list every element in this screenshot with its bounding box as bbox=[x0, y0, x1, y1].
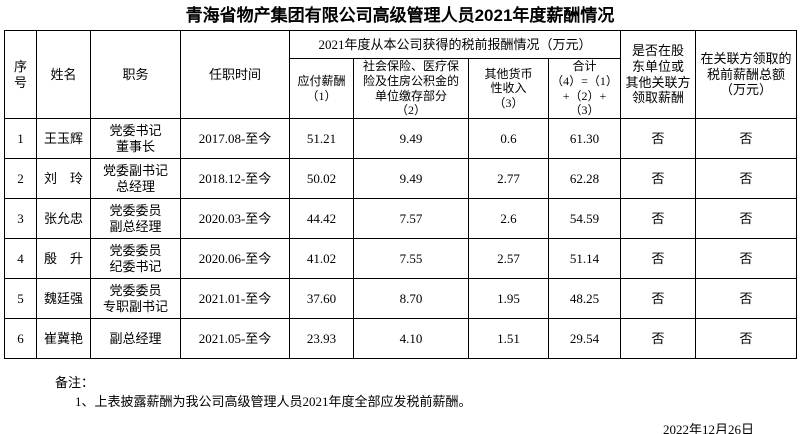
cell-name: 魏廷强 bbox=[36, 278, 91, 319]
cell-seq: 2 bbox=[4, 158, 37, 199]
cell-total: 62.28 bbox=[547, 158, 622, 199]
header-seq: 序 号 bbox=[4, 30, 37, 119]
cell-salary: 41.02 bbox=[289, 238, 354, 279]
cell-insurance: 9.49 bbox=[353, 118, 469, 159]
notes-section: 备注： 1、上表披露薪酬为我公司高级管理人员2021年度全部应发税前薪酬。 bbox=[55, 374, 800, 410]
cell-salary: 37.60 bbox=[289, 278, 354, 319]
cell-seq: 4 bbox=[4, 238, 37, 279]
cell-insurance: 7.57 bbox=[353, 198, 469, 239]
cell-related-flag: 否 bbox=[620, 238, 697, 279]
cell-seq: 3 bbox=[4, 198, 37, 239]
cell-total: 29.54 bbox=[547, 318, 622, 359]
cell-name: 殷 升 bbox=[36, 238, 91, 279]
cell-name: 王玉辉 bbox=[36, 118, 91, 159]
cell-related-flag: 否 bbox=[620, 158, 697, 199]
cell-related-amount: 否 bbox=[695, 198, 798, 239]
cell-position: 党委委员 副总经理 bbox=[90, 198, 181, 239]
cell-name: 崔冀艳 bbox=[36, 318, 91, 359]
cell-salary: 44.42 bbox=[289, 198, 354, 239]
cell-related-amount: 否 bbox=[695, 118, 798, 159]
cell-position: 党委委员 专职副书记 bbox=[90, 278, 181, 319]
table-row: 3 张允忠 党委委员 副总经理 2020.03-至今 44.42 7.57 2.… bbox=[4, 198, 798, 239]
header-pretax-group: 2021年度从本公司获得的税前报酬情况（万元） bbox=[288, 30, 622, 59]
cell-seq: 1 bbox=[4, 118, 37, 159]
cell-salary: 51.21 bbox=[289, 118, 354, 159]
cell-total: 54.59 bbox=[547, 198, 622, 239]
cell-related-amount: 否 bbox=[695, 238, 798, 279]
cell-insurance: 4.10 bbox=[353, 318, 469, 359]
cell-total: 48.25 bbox=[547, 278, 622, 319]
cell-other-income: 2.57 bbox=[468, 238, 549, 279]
cell-other-income: 1.51 bbox=[468, 318, 549, 359]
cell-tenure: 2018.12-至今 bbox=[180, 158, 290, 199]
cell-name: 刘 玲 bbox=[36, 158, 91, 199]
table-row: 5 魏廷强 党委委员 专职副书记 2021.01-至今 37.60 8.70 1… bbox=[4, 278, 798, 319]
header-tenure: 任职时间 bbox=[180, 30, 290, 119]
cell-other-income: 0.6 bbox=[468, 118, 549, 159]
header-total: 合计 （4）=（1） +（2）+ （3） bbox=[547, 58, 622, 119]
cell-insurance: 7.55 bbox=[353, 238, 469, 279]
table-row: 1 王玉辉 党委书记 董事长 2017.08-至今 51.21 9.49 0.6… bbox=[4, 118, 798, 159]
header-social-insurance: 社会保险、医疗保 险及住房公积金的 单位缴存部分 （2） bbox=[353, 58, 469, 119]
note-item-1: 1、上表披露薪酬为我公司高级管理人员2021年度全部应发税前薪酬。 bbox=[75, 394, 472, 409]
cell-total: 61.30 bbox=[547, 118, 622, 159]
cell-related-amount: 否 bbox=[695, 318, 798, 359]
cell-tenure: 2020.06-至今 bbox=[180, 238, 290, 279]
cell-seq: 5 bbox=[4, 278, 37, 319]
cell-related-amount: 否 bbox=[695, 278, 798, 319]
cell-related-flag: 否 bbox=[620, 198, 697, 239]
cell-insurance: 9.49 bbox=[353, 158, 469, 199]
cell-insurance: 8.70 bbox=[353, 278, 469, 319]
cell-position: 副总经理 bbox=[90, 318, 181, 359]
cell-total: 51.14 bbox=[547, 238, 622, 279]
cell-name: 张允忠 bbox=[36, 198, 91, 239]
cell-tenure: 2020.03-至今 bbox=[180, 198, 290, 239]
cell-related-flag: 否 bbox=[620, 118, 697, 159]
notes-label: 备注： bbox=[55, 375, 95, 390]
cell-other-income: 2.77 bbox=[468, 158, 549, 199]
cell-tenure: 2021.05-至今 bbox=[180, 318, 290, 359]
cell-tenure: 2017.08-至今 bbox=[180, 118, 290, 159]
table-row: 6 崔冀艳 副总经理 2021.05-至今 23.93 4.10 1.51 29… bbox=[4, 318, 798, 359]
cell-salary: 50.02 bbox=[289, 158, 354, 199]
cell-tenure: 2021.01-至今 bbox=[180, 278, 290, 319]
header-related-party-flag: 是否在股 东单位或 其他关联方 领取薪酬 bbox=[620, 30, 697, 119]
cell-related-amount: 否 bbox=[695, 158, 798, 199]
cell-position: 党委委员 纪委书记 bbox=[90, 238, 181, 279]
cell-position: 党委书记 董事长 bbox=[90, 118, 181, 159]
salary-table: 序 号 姓名 职务 任职时间 2021年度从本公司获得的税前报酬情况（万元） 是… bbox=[4, 30, 798, 359]
cell-related-flag: 否 bbox=[620, 278, 697, 319]
cell-other-income: 1.95 bbox=[468, 278, 549, 319]
cell-related-flag: 否 bbox=[620, 318, 697, 359]
table-row: 4 殷 升 党委委员 纪委书记 2020.06-至今 41.02 7.55 2.… bbox=[4, 238, 798, 279]
header-payable-salary: 应付薪酬 （1） bbox=[289, 58, 354, 119]
date-stamp: 2022年12月26日 bbox=[662, 422, 754, 434]
header-name: 姓名 bbox=[36, 30, 91, 119]
header-position: 职务 bbox=[90, 30, 181, 119]
header-related-party-amount: 在关联方领取的 税前薪酬总额 （万元） bbox=[695, 30, 798, 119]
page-title: 青海省物产集团有限公司高级管理人员2021年度薪酬情况 bbox=[185, 6, 615, 25]
cell-position: 党委副书记 总经理 bbox=[90, 158, 181, 199]
cell-other-income: 2.6 bbox=[468, 198, 549, 239]
header-other-income: 其他货币 性收入 （3） bbox=[468, 58, 549, 119]
table-row: 2 刘 玲 党委副书记 总经理 2018.12-至今 50.02 9.49 2.… bbox=[4, 158, 798, 199]
cell-salary: 23.93 bbox=[289, 318, 354, 359]
cell-seq: 6 bbox=[4, 318, 37, 359]
